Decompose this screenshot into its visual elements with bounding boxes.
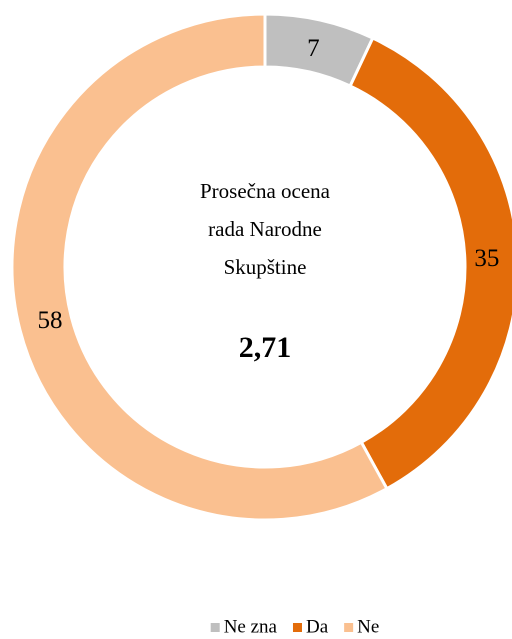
legend-label: Ne (357, 616, 379, 637)
data-label: 7 (307, 35, 320, 62)
center-value: 2,71 (239, 331, 292, 364)
legend-swatch (344, 623, 354, 632)
center-text: Prosečna ocena (200, 179, 331, 203)
legend-label: Da (306, 616, 329, 637)
center-text: Skupštine (224, 255, 307, 279)
legend-swatch (210, 623, 220, 632)
legend-swatch (292, 623, 302, 632)
data-label: 35 (474, 245, 499, 272)
donut-segment (10, 12, 389, 522)
legend-label: Ne zna (224, 616, 278, 637)
center-text: rada Narodne (208, 217, 322, 241)
data-label: 58 (37, 307, 62, 334)
